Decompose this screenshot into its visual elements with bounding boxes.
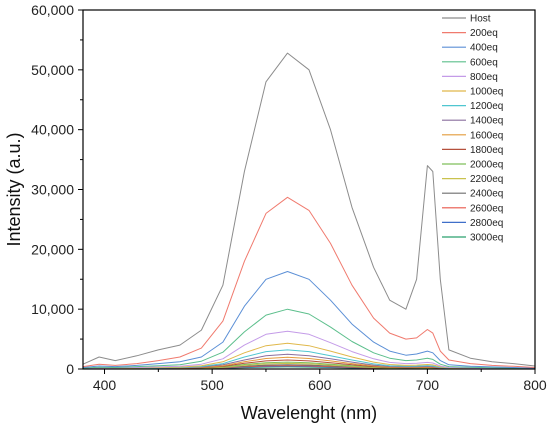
legend-label: 2200eq xyxy=(470,174,503,185)
x-tick-label: 400 xyxy=(93,377,117,393)
legend-label: 400eq xyxy=(470,43,498,54)
y-axis: 0 10,000 20,000 30,000 40,000 50,000 60,000 xyxy=(31,2,83,377)
legend-label: Host xyxy=(470,14,491,25)
legend-label: 2600eq xyxy=(470,203,503,214)
legend-label: 800eq xyxy=(470,72,498,83)
y-tick-label: 10,000 xyxy=(31,301,74,317)
y-tick-label: 0 xyxy=(66,361,74,377)
x-tick-label: 800 xyxy=(523,377,547,393)
x-tick-label: 500 xyxy=(200,377,224,393)
y-tick-label: 40,000 xyxy=(31,122,74,138)
legend-label: 1200eq xyxy=(470,101,503,112)
y-tick-label: 50,000 xyxy=(31,62,74,78)
series-line-800eq xyxy=(82,330,536,370)
y-axis-title: Intensity (a.u.) xyxy=(4,132,24,246)
legend-label: 600eq xyxy=(470,57,498,68)
legend-label: 1600eq xyxy=(470,130,503,141)
x-tick-label: 600 xyxy=(308,377,332,393)
legend-label: 1400eq xyxy=(470,116,503,127)
plot-frame xyxy=(82,9,536,370)
y-tick-label: 60,000 xyxy=(31,2,74,18)
series-line-600eq xyxy=(82,308,536,369)
y-tick-label: 30,000 xyxy=(31,182,74,198)
legend-label: 200eq xyxy=(470,28,498,39)
series-line-200eq xyxy=(82,196,536,368)
legend-label: 1000eq xyxy=(470,87,503,98)
x-tick-label: 700 xyxy=(416,377,440,393)
series-line-400eq xyxy=(82,271,536,369)
x-axis: 400 500 600 700 800 xyxy=(93,369,547,393)
legend-label: 2400eq xyxy=(470,189,503,200)
x-axis-title: Wavelenght (nm) xyxy=(241,403,377,423)
y-tick-label: 20,000 xyxy=(31,241,74,257)
legend-label: 2800eq xyxy=(470,218,503,229)
legend-label: 1800eq xyxy=(470,145,503,156)
legend-label: 3000eq xyxy=(470,233,503,244)
legend-label: 2000eq xyxy=(470,160,503,171)
legend: Host 200eq 400eq 600eq 800eq 1000eq 1200eq 1400… xyxy=(442,14,503,244)
series-line-host xyxy=(82,52,536,367)
series-lines xyxy=(82,52,536,370)
